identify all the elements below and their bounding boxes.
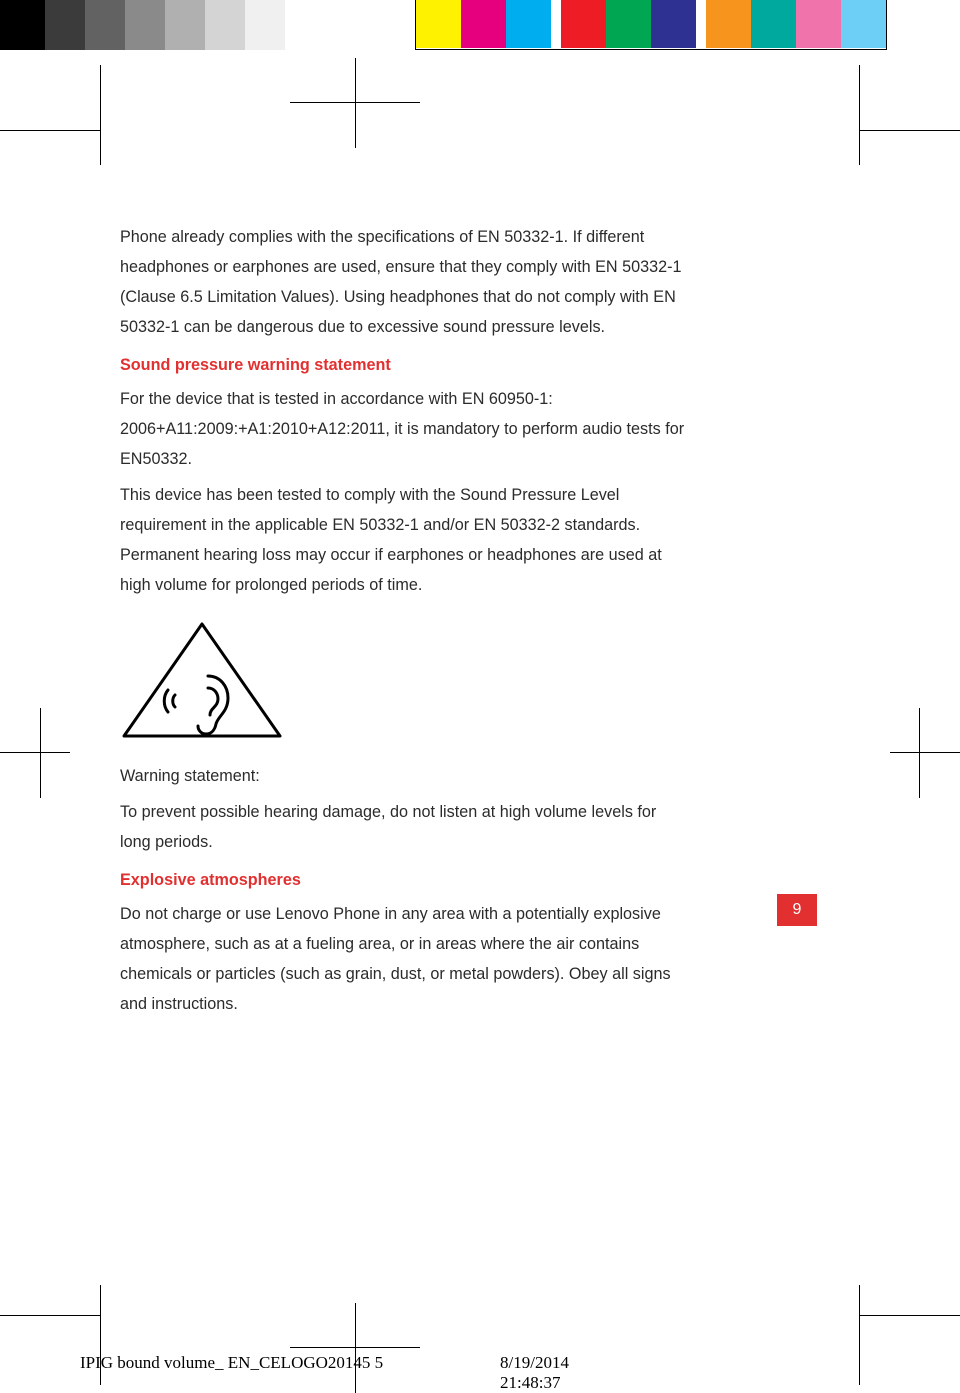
gray-swatch	[325, 0, 365, 50]
gray-swatch	[285, 0, 325, 50]
color-swatch	[696, 0, 706, 48]
gray-swatch	[0, 0, 45, 50]
heading-explosive-atmospheres: Explosive atmospheres	[120, 865, 690, 895]
color-swatches-frame	[415, 0, 887, 50]
footer-filename: IPIG bound volume_ EN_CELOGO20145 5	[80, 1353, 383, 1372]
footer-datetime: 8/19/2014 21:48:37	[500, 1353, 569, 1393]
gray-swatch	[365, 0, 405, 50]
body-paragraph: Phone already complies with the specific…	[120, 222, 690, 342]
body-paragraph: Do not charge or use Lenovo Phone in any…	[120, 899, 690, 1019]
color-swatch	[751, 0, 796, 48]
body-paragraph: This device has been tested to comply wi…	[120, 480, 690, 600]
color-swatch	[841, 0, 886, 48]
color-swatch	[796, 0, 841, 48]
page-number-badge: 9	[777, 894, 817, 926]
body-paragraph: For the device that is tested in accorda…	[120, 384, 690, 474]
page-content: Phone already complies with the specific…	[120, 222, 690, 1025]
heading-sound-pressure: Sound pressure warning statement	[120, 350, 690, 380]
hearing-warning-icon	[120, 620, 690, 745]
gray-swatch	[205, 0, 245, 50]
color-swatch	[706, 0, 751, 48]
gray-swatch	[85, 0, 125, 50]
gray-swatch	[245, 0, 285, 50]
print-footer: IPIG bound volume_ EN_CELOGO20145 5 8/19…	[80, 1353, 383, 1373]
page-number: 9	[793, 901, 802, 919]
gray-swatches	[0, 0, 415, 50]
color-swatch	[506, 0, 551, 48]
color-swatch	[416, 0, 461, 48]
gray-swatch	[125, 0, 165, 50]
gray-swatch	[405, 0, 415, 50]
color-swatch	[651, 0, 696, 48]
gray-swatch	[45, 0, 85, 50]
color-swatch	[551, 0, 561, 48]
body-paragraph: To prevent possible hearing damage, do n…	[120, 797, 690, 857]
color-calibration-bar	[0, 0, 960, 50]
color-swatch	[461, 0, 506, 48]
warning-statement-label: Warning statement:	[120, 761, 690, 791]
gray-swatch	[165, 0, 205, 50]
color-swatch	[561, 0, 606, 48]
color-swatch	[606, 0, 651, 48]
